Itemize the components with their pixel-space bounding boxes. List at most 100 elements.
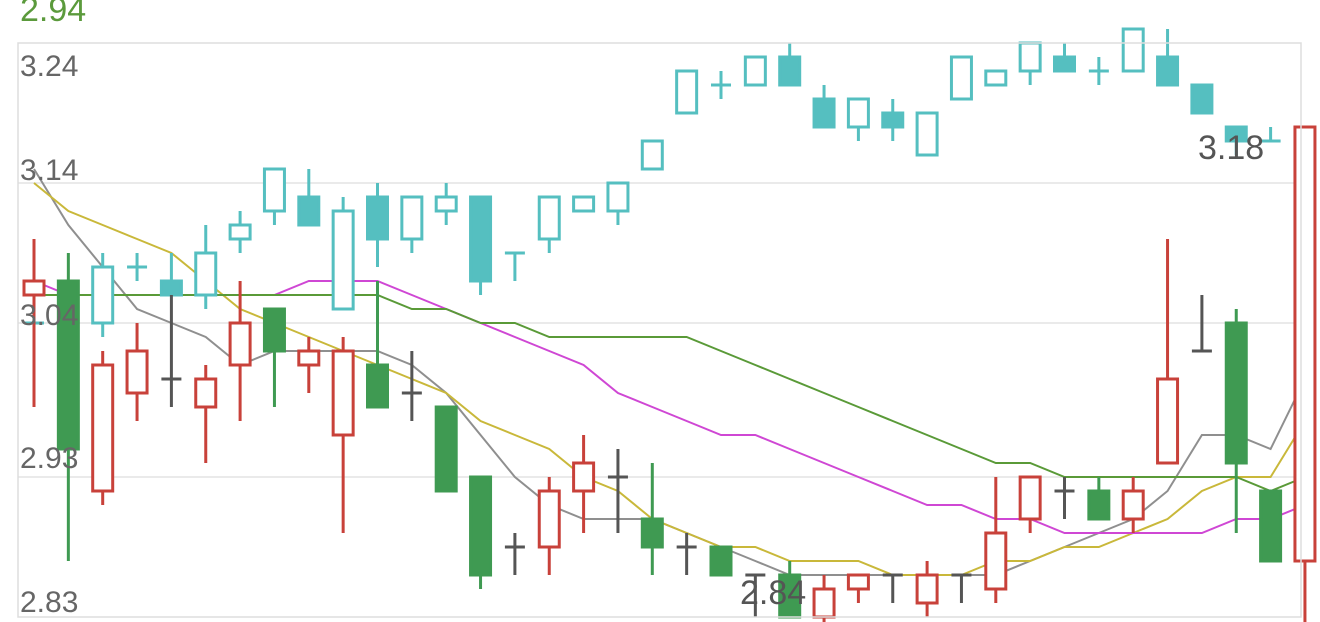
price-candle — [228, 281, 252, 421]
overlay-candle — [228, 211, 252, 253]
price-candle-body — [331, 349, 355, 437]
price-candle — [572, 435, 596, 533]
overlay-candle-body — [1121, 27, 1145, 73]
overlay-candle — [400, 195, 424, 253]
price-candle — [1018, 475, 1042, 533]
price-candle — [1293, 125, 1317, 622]
price-candle — [125, 323, 149, 421]
overlay-candle — [881, 99, 905, 141]
price-candle — [1156, 239, 1180, 465]
overlay-candle — [127, 253, 148, 281]
overlay-candle-body — [91, 265, 115, 325]
overlay-candle — [1260, 127, 1281, 143]
overlay-candle — [606, 181, 630, 225]
overlay-candle — [297, 169, 321, 227]
overlay-candle — [1224, 125, 1248, 155]
price-candle — [1087, 477, 1111, 521]
overlay-candle — [778, 43, 802, 87]
price-candle-body — [1121, 489, 1145, 521]
overlay-candle — [675, 69, 699, 115]
overlay-candle-body — [194, 251, 218, 297]
overlay-candle-body — [469, 195, 493, 283]
overlay-candle-body — [262, 167, 286, 213]
overlay-candle — [469, 195, 493, 295]
price-candle — [262, 307, 286, 407]
plot-frame — [17, 42, 1302, 618]
price-candle-body — [709, 545, 733, 577]
price-candle-body — [846, 573, 870, 591]
overlay-candle — [1190, 83, 1214, 115]
overlay-candle — [949, 55, 973, 101]
y-tick-label: 2.83 — [20, 586, 78, 619]
price-candle — [812, 575, 836, 622]
overlay-candle-body — [159, 279, 183, 297]
price-candle-body — [1087, 489, 1111, 521]
overlay-candle — [331, 197, 355, 311]
high-price-marker: 3.18 — [1198, 129, 1264, 167]
price-candle — [1259, 489, 1283, 563]
price-candle — [778, 561, 802, 619]
overlay-candle-body — [228, 223, 252, 241]
price-candle-body — [194, 377, 218, 409]
price-candle — [1191, 295, 1212, 353]
price-candle-body — [572, 461, 596, 493]
y-tick-label: 3.14 — [20, 154, 78, 187]
overlay-candle-body — [1018, 41, 1042, 73]
price-candle — [366, 281, 389, 409]
overlay-candle — [91, 253, 115, 337]
price-candle-body — [125, 349, 149, 395]
price-candle-body — [1259, 489, 1283, 563]
overlay-candle — [711, 71, 731, 99]
overlay-candle — [1156, 29, 1180, 87]
moving-average-lines — [33, 168, 1306, 576]
price-candle — [1054, 477, 1075, 519]
price-candle — [709, 545, 733, 577]
y-tick-label: 3.04 — [20, 299, 78, 332]
overlay-candle-body — [743, 55, 767, 87]
price-candle — [951, 573, 972, 603]
ma-line-ma60 — [34, 294, 1306, 493]
overlay-candle-body — [297, 195, 321, 227]
price-candle — [22, 239, 46, 407]
price-candle — [745, 573, 766, 617]
ma-line-ma20 — [33, 280, 1306, 534]
overlay-candle-body — [331, 209, 355, 311]
overlay-candle-body — [434, 195, 458, 213]
price-candle-body — [366, 363, 389, 409]
overlay-candle-body — [984, 69, 1008, 87]
overlay-candle — [743, 55, 767, 87]
overlay-candle-body — [881, 111, 905, 129]
price-candles — [22, 125, 1317, 622]
price-candle-body — [228, 321, 252, 367]
price-candle — [984, 477, 1008, 603]
overlay-candle-body — [812, 97, 836, 129]
price-candle — [401, 351, 422, 421]
price-candle-body — [56, 279, 80, 451]
price-candle-body — [640, 517, 664, 549]
price-candle — [640, 463, 664, 575]
price-candle-body — [434, 405, 458, 493]
overlay-candle-body — [778, 55, 802, 87]
price-candle-body — [22, 279, 46, 297]
overlay-candle — [572, 195, 596, 213]
overlay-candle — [366, 183, 389, 267]
price-candle — [882, 573, 903, 603]
overlay-candle — [640, 139, 664, 171]
price-candle — [846, 573, 870, 603]
price-candle-body — [1224, 321, 1248, 465]
overlay-candle — [1053, 43, 1076, 73]
overlay-candle — [262, 167, 286, 225]
overlay-candles — [24, 27, 1315, 337]
axis-labels: 3.24 3.14 3.04 2.93 2.83 3.18 2.84 — [20, 50, 1264, 619]
overlay-candle-body — [400, 195, 424, 241]
price-candle-body — [537, 489, 561, 549]
overlay-candle — [504, 251, 525, 281]
price-candle — [194, 365, 218, 463]
overlay-candle — [846, 97, 870, 141]
overlay-candle-body — [1224, 125, 1248, 143]
price-candle — [504, 533, 525, 575]
overlay-candle — [537, 195, 561, 253]
y-tick-label: 2.93 — [20, 442, 78, 475]
overlay-candle-body — [949, 55, 973, 101]
